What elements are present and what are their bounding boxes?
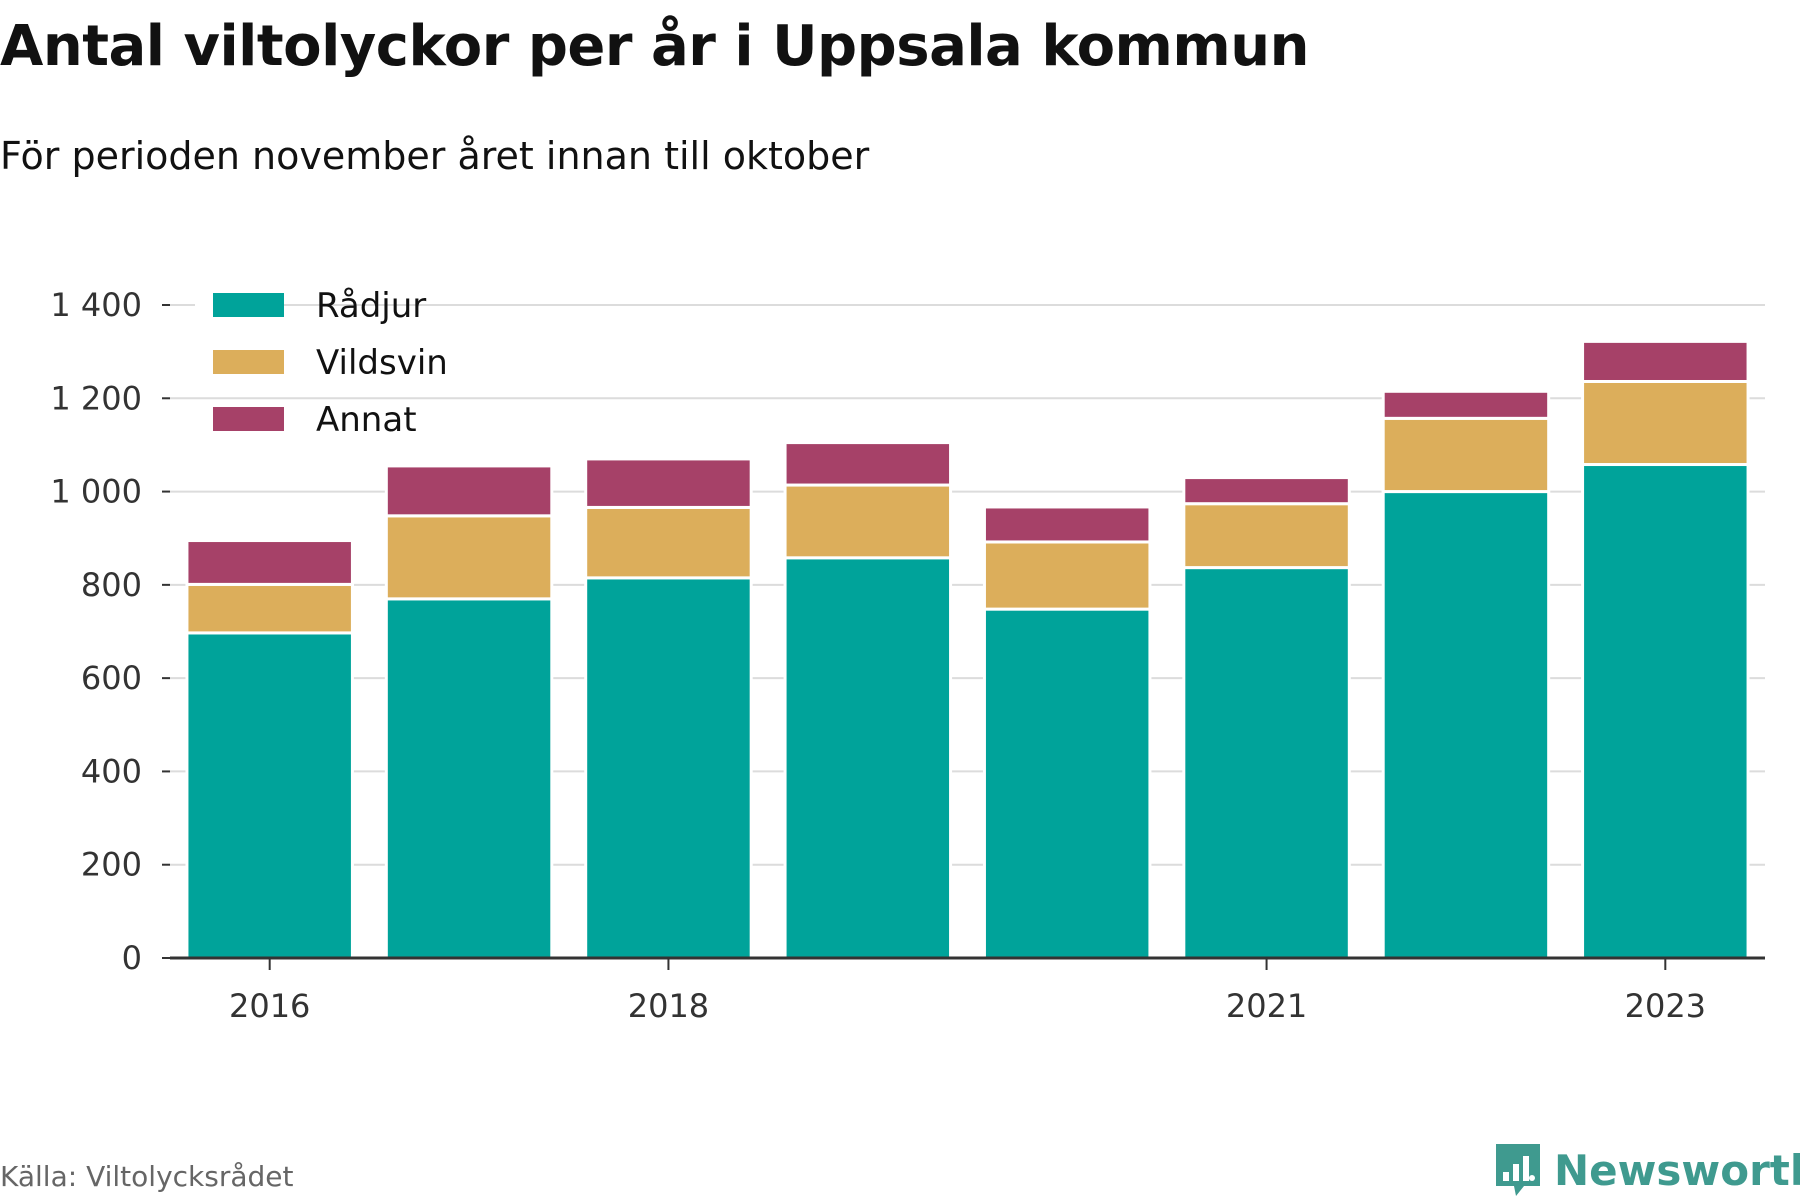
bar-vildsvin-2022	[1381, 416, 1551, 494]
y-tick-label: 400	[81, 752, 142, 790]
bar-vildsvin-2021	[1182, 502, 1351, 570]
bar-annat-2023	[1581, 339, 1750, 383]
bar-rådjur-2021	[1182, 566, 1351, 960]
x-tick-label: 2021	[1226, 987, 1307, 1025]
y-tick-label: 1 200	[50, 379, 142, 417]
legend-swatch-annat	[213, 407, 284, 431]
bar-rådjur-2022	[1381, 490, 1551, 960]
bar-series	[185, 339, 1750, 960]
newsworthy-logo-icon	[1496, 1144, 1540, 1196]
legend-label: Rådjur	[316, 286, 426, 326]
legend-swatch-rådjur	[213, 293, 284, 317]
bar-rådjur-2023	[1581, 463, 1750, 960]
bar-rådjur-2018	[584, 576, 753, 960]
chart-subtitle: För perioden november året innan till ok…	[0, 134, 870, 178]
legend-swatch-vildsvin	[213, 350, 284, 374]
bar-vildsvin-2020	[982, 540, 1152, 611]
bar-vildsvin-2017	[384, 514, 554, 601]
x-tick-label: 2018	[628, 987, 709, 1025]
bar-annat-2017	[384, 464, 554, 518]
bar-vildsvin-2023	[1581, 379, 1750, 467]
brand-logo[interactable]: Newsworthy	[1494, 1142, 1800, 1198]
y-tick-label: 1 400	[50, 286, 142, 324]
bar-rådjur-2020	[982, 607, 1152, 960]
bar-rådjur-2016	[185, 631, 354, 960]
x-tick-label: 2016	[229, 987, 310, 1025]
brand-name: Newsworthy	[1554, 1145, 1800, 1195]
bar-annat-2019	[783, 441, 953, 487]
y-tick-label: 1 000	[50, 473, 142, 511]
bar-annat-2018	[584, 457, 753, 509]
source-note: Källa: Viltolycksrådet	[0, 1160, 294, 1193]
bar-vildsvin-2018	[584, 505, 753, 580]
bar-vildsvin-2016	[185, 582, 354, 635]
x-tick-label: 2023	[1625, 987, 1706, 1025]
bar-annat-2021	[1182, 476, 1351, 506]
y-tick-label: 600	[81, 659, 142, 697]
legend-label: Annat	[316, 400, 417, 440]
y-tick-label: 0	[122, 939, 142, 977]
bar-rådjur-2017	[384, 597, 554, 960]
bar-annat-2020	[982, 505, 1152, 544]
bar-annat-2022	[1381, 389, 1551, 420]
y-tick-label: 800	[81, 566, 142, 604]
bar-rådjur-2019	[783, 556, 953, 960]
bar-annat-2016	[185, 539, 354, 586]
y-tick-label: 200	[81, 846, 142, 884]
chart-title: Antal viltolyckor per år i Uppsala kommu…	[0, 14, 1309, 79]
legend: Rådjur Vildsvin Annat	[195, 286, 448, 440]
axes: 0 200 400 600 800 1 000 1 200 1 400 2016 2018 2021…	[50, 286, 1765, 1025]
legend-label: Vildsvin	[316, 343, 448, 383]
bar-vildsvin-2019	[783, 483, 953, 560]
